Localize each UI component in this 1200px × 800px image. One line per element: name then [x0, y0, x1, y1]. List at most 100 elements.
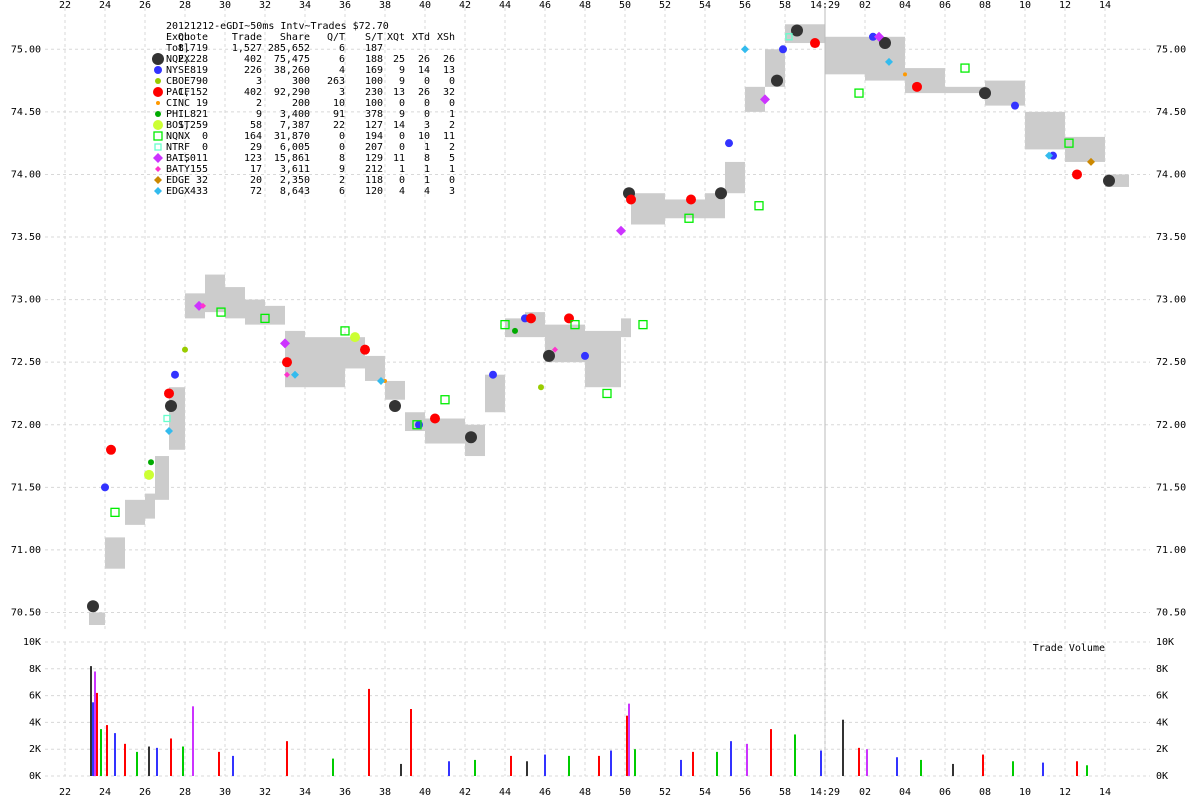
marker [564, 313, 574, 324]
legend-cell: 25 [393, 54, 405, 65]
marker [1011, 101, 1019, 110]
legend-cell: 9 [256, 109, 262, 120]
x-tick-label: 22 [59, 0, 71, 11]
marker [552, 346, 558, 353]
legend-cell: 13 [393, 87, 405, 98]
legend-header: Trade [232, 32, 262, 43]
legend-cell: 7,387 [280, 120, 310, 131]
marker [1064, 138, 1074, 148]
quote-band [345, 337, 365, 369]
legend-cell: 378 [365, 109, 383, 120]
marker [110, 507, 120, 518]
y-tick-label: 73.00 [11, 295, 41, 306]
legend-cell: 3,400 [280, 109, 310, 120]
legend-cell: 263 [327, 76, 345, 87]
legend-header: XQt [387, 32, 405, 43]
volume-bar [368, 688, 370, 776]
y-tick-label: 2K [29, 744, 41, 755]
volume-bar [866, 749, 868, 776]
legend-cell: 75,475 [274, 54, 310, 65]
marker [440, 395, 450, 405]
legend-marker [153, 87, 163, 97]
y-tick-label: 6K [1156, 691, 1168, 702]
quote-band [945, 86, 985, 94]
quote-band [365, 355, 385, 381]
panel-title: Trade Volume [1033, 643, 1105, 654]
legend-cell: 2 [256, 98, 262, 109]
y-tick-label: 10K [1156, 637, 1174, 648]
legend-cell: 1 [424, 142, 430, 153]
y-tick-label: 8K [1156, 664, 1168, 675]
legend-cell: 26 [418, 54, 430, 65]
legend-cell: 1 [424, 164, 430, 175]
legend-cell: 26 [418, 87, 430, 98]
marker [360, 344, 370, 355]
volume-bar [626, 715, 628, 776]
legend-cell: 1 [399, 164, 405, 175]
legend-cell: 9 [399, 109, 405, 120]
volume-bar [1042, 762, 1044, 776]
volume-bar [106, 725, 108, 776]
marker [979, 87, 991, 100]
legend-marker [155, 111, 161, 117]
volume-bar [182, 746, 184, 776]
marker [771, 74, 783, 87]
quote-band [745, 86, 765, 112]
volume-bar [94, 671, 96, 776]
volume-bar [746, 743, 748, 776]
legend-cell: EDGE [166, 175, 190, 186]
volume-bar [1012, 761, 1014, 776]
marker [465, 431, 477, 444]
x-tick-label: 42 [459, 0, 471, 11]
marker [1087, 157, 1095, 166]
legend-cell: 129 [365, 153, 383, 164]
legend-cell: 155 [190, 164, 208, 175]
quote-band [145, 493, 155, 519]
legend-cell: 26 [443, 54, 455, 65]
legend-cell: 17 [250, 164, 262, 175]
legend-cell: 433 [190, 186, 208, 197]
volume-bar [692, 751, 694, 776]
quote-band [621, 318, 631, 338]
marker [216, 307, 226, 317]
y-tick-label: 2K [1156, 744, 1168, 755]
quote-band [505, 318, 525, 338]
volume-bar [770, 729, 772, 776]
legend-marker [154, 66, 162, 74]
quote-band [1025, 111, 1065, 150]
legend-cell: NQNX [166, 131, 190, 142]
marker [754, 201, 764, 211]
marker [165, 399, 177, 412]
legend-cell: CINC [166, 98, 190, 109]
marker [869, 32, 877, 41]
y-tick-label: 73.50 [1156, 232, 1186, 243]
quote-band [1065, 136, 1105, 162]
volume-bar [794, 734, 796, 776]
legend-cell: 0 [399, 175, 405, 186]
marker [785, 33, 793, 41]
quote-band [305, 337, 345, 388]
quote-band [825, 36, 865, 75]
x-tick-label: 40 [419, 787, 431, 798]
marker [570, 319, 580, 330]
x-tick-label: 46 [539, 787, 551, 798]
x-tick-label: 28 [179, 787, 191, 798]
legend-cell: 32 [443, 87, 455, 98]
volume-bar [982, 754, 984, 776]
y-tick-label: 74.50 [11, 107, 41, 118]
marker [725, 139, 733, 148]
marker [602, 388, 612, 399]
x-tick-label: 08 [979, 0, 991, 11]
volume-bar [92, 702, 94, 776]
x-tick-label: 32 [259, 0, 271, 11]
legend-header: Exch [166, 32, 190, 43]
legend-marker [154, 143, 162, 151]
volume-bar [170, 738, 172, 776]
x-tick-label: 04 [899, 0, 911, 11]
legend-header: XSh [437, 32, 455, 43]
legend-header: Quote [178, 32, 208, 43]
legend-cell: BATY [166, 164, 190, 175]
legend-marker [154, 187, 162, 195]
marker [412, 420, 422, 430]
volume-bar [544, 754, 546, 776]
